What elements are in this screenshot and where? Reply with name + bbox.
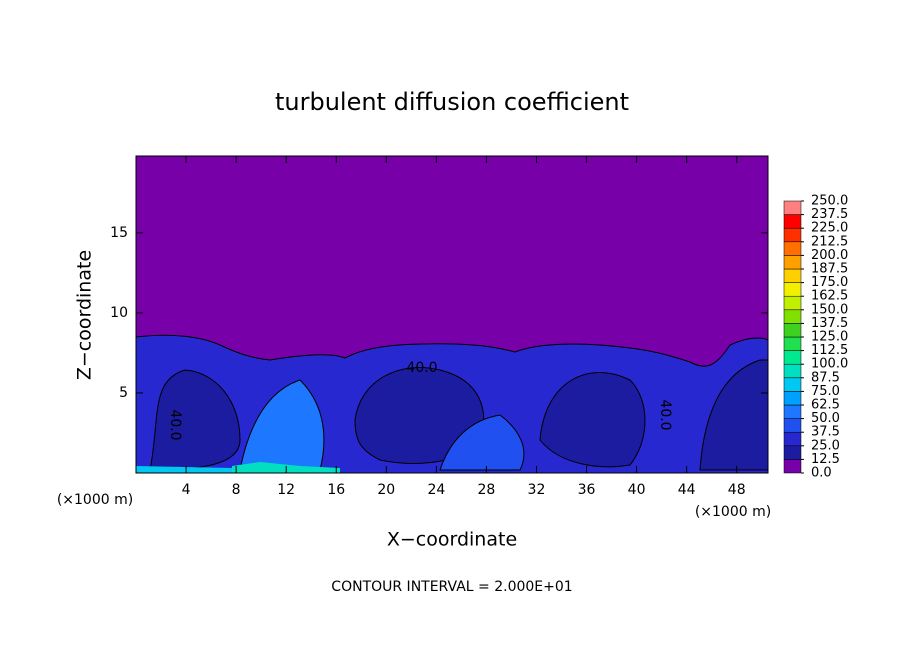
colorbar-segment xyxy=(783,418,802,433)
colorbar-label: 12.5 xyxy=(811,452,840,467)
colorbar-segment xyxy=(783,241,802,256)
colorbar-segment xyxy=(783,309,802,324)
colorbar-segment xyxy=(783,336,802,351)
colorbar-segment xyxy=(783,431,802,447)
contour-label: 40.0 xyxy=(406,360,437,376)
colorbar-label: 200.0 xyxy=(811,248,848,263)
colorbar-segment xyxy=(783,350,802,365)
colorbar-label: 100.0 xyxy=(811,357,848,372)
field xyxy=(135,156,769,474)
colorbar-label: 187.5 xyxy=(811,262,848,277)
colorbar-segment xyxy=(783,268,802,283)
field-region xyxy=(699,359,769,471)
x-tick-label: 24 xyxy=(427,482,445,498)
x-tick-label: 48 xyxy=(728,482,746,498)
x-tick-label: 20 xyxy=(377,482,395,498)
colorbar-segment xyxy=(783,323,802,338)
colorbar-label: 87.5 xyxy=(811,370,840,385)
x-tick-label: 4 xyxy=(182,482,191,498)
colorbar-segment xyxy=(783,282,802,297)
x-tick-label: 32 xyxy=(528,482,546,498)
y-axis-unit: (×1000 m) xyxy=(57,492,133,508)
x-tick-label: 12 xyxy=(277,482,295,498)
field-region xyxy=(439,414,525,471)
colorbar-label: 62.5 xyxy=(811,398,840,413)
y-tick-label: 5 xyxy=(119,385,128,401)
colorbar-segment xyxy=(783,377,802,392)
x-tick-label: 28 xyxy=(478,482,496,498)
colorbar-segment xyxy=(783,404,802,419)
contour-label: 40.0 xyxy=(167,409,183,440)
colorbar-label: 225.0 xyxy=(811,221,848,236)
y-tick-label: 15 xyxy=(110,225,128,241)
x-tick-label: 40 xyxy=(628,482,646,498)
colorbar-segment xyxy=(783,445,802,460)
colorbar-label: 162.5 xyxy=(811,289,848,304)
colorbar-label: 25.0 xyxy=(811,438,840,453)
colorbar-label: 37.5 xyxy=(811,425,840,440)
field-region xyxy=(539,372,646,468)
colorbar-segment xyxy=(783,391,802,406)
y-axis-label: Z−coordinate xyxy=(74,250,96,380)
x-tick-label: 44 xyxy=(678,482,696,498)
colorbar-segment xyxy=(783,214,802,229)
colorbar-label: 137.5 xyxy=(811,316,848,331)
colorbar-label: 112.5 xyxy=(811,343,848,358)
x-tick-label: 8 xyxy=(232,482,241,498)
colorbar-label: 50.0 xyxy=(811,411,840,426)
colorbar-label: 125.0 xyxy=(811,330,848,345)
field-region xyxy=(149,369,241,471)
colorbar-segment xyxy=(783,255,802,270)
colorbar-segment xyxy=(783,200,802,215)
x-tick-label: 36 xyxy=(578,482,596,498)
field-region xyxy=(136,466,232,473)
plot-frame xyxy=(135,155,769,474)
y-tick-label: 10 xyxy=(110,305,128,321)
x-tick-label: 16 xyxy=(327,482,345,498)
colorbar-label: 212.5 xyxy=(811,234,848,249)
x-axis-label: X−coordinate xyxy=(387,529,517,551)
colorbar-label: 175.0 xyxy=(811,275,848,290)
colorbar-segment xyxy=(783,227,802,243)
chart-title: turbulent diffusion coefficient xyxy=(275,88,629,116)
colorbar-label: 250.0 xyxy=(811,194,848,209)
colorbar-label: 0.0 xyxy=(811,466,832,481)
colorbar-label: 75.0 xyxy=(811,384,840,399)
x-axis-unit: (×1000 m) xyxy=(695,504,771,520)
colorbar-label: 150.0 xyxy=(811,302,848,317)
contour-label: 40.0 xyxy=(657,399,673,430)
colorbar-label: 237.5 xyxy=(811,207,848,222)
field-region xyxy=(239,379,325,471)
colorbar-segment xyxy=(783,363,802,379)
contour-note: CONTOUR INTERVAL = 2.000E+01 xyxy=(331,579,572,595)
colorbar-segment xyxy=(783,459,802,474)
colorbar-segment xyxy=(783,295,802,311)
